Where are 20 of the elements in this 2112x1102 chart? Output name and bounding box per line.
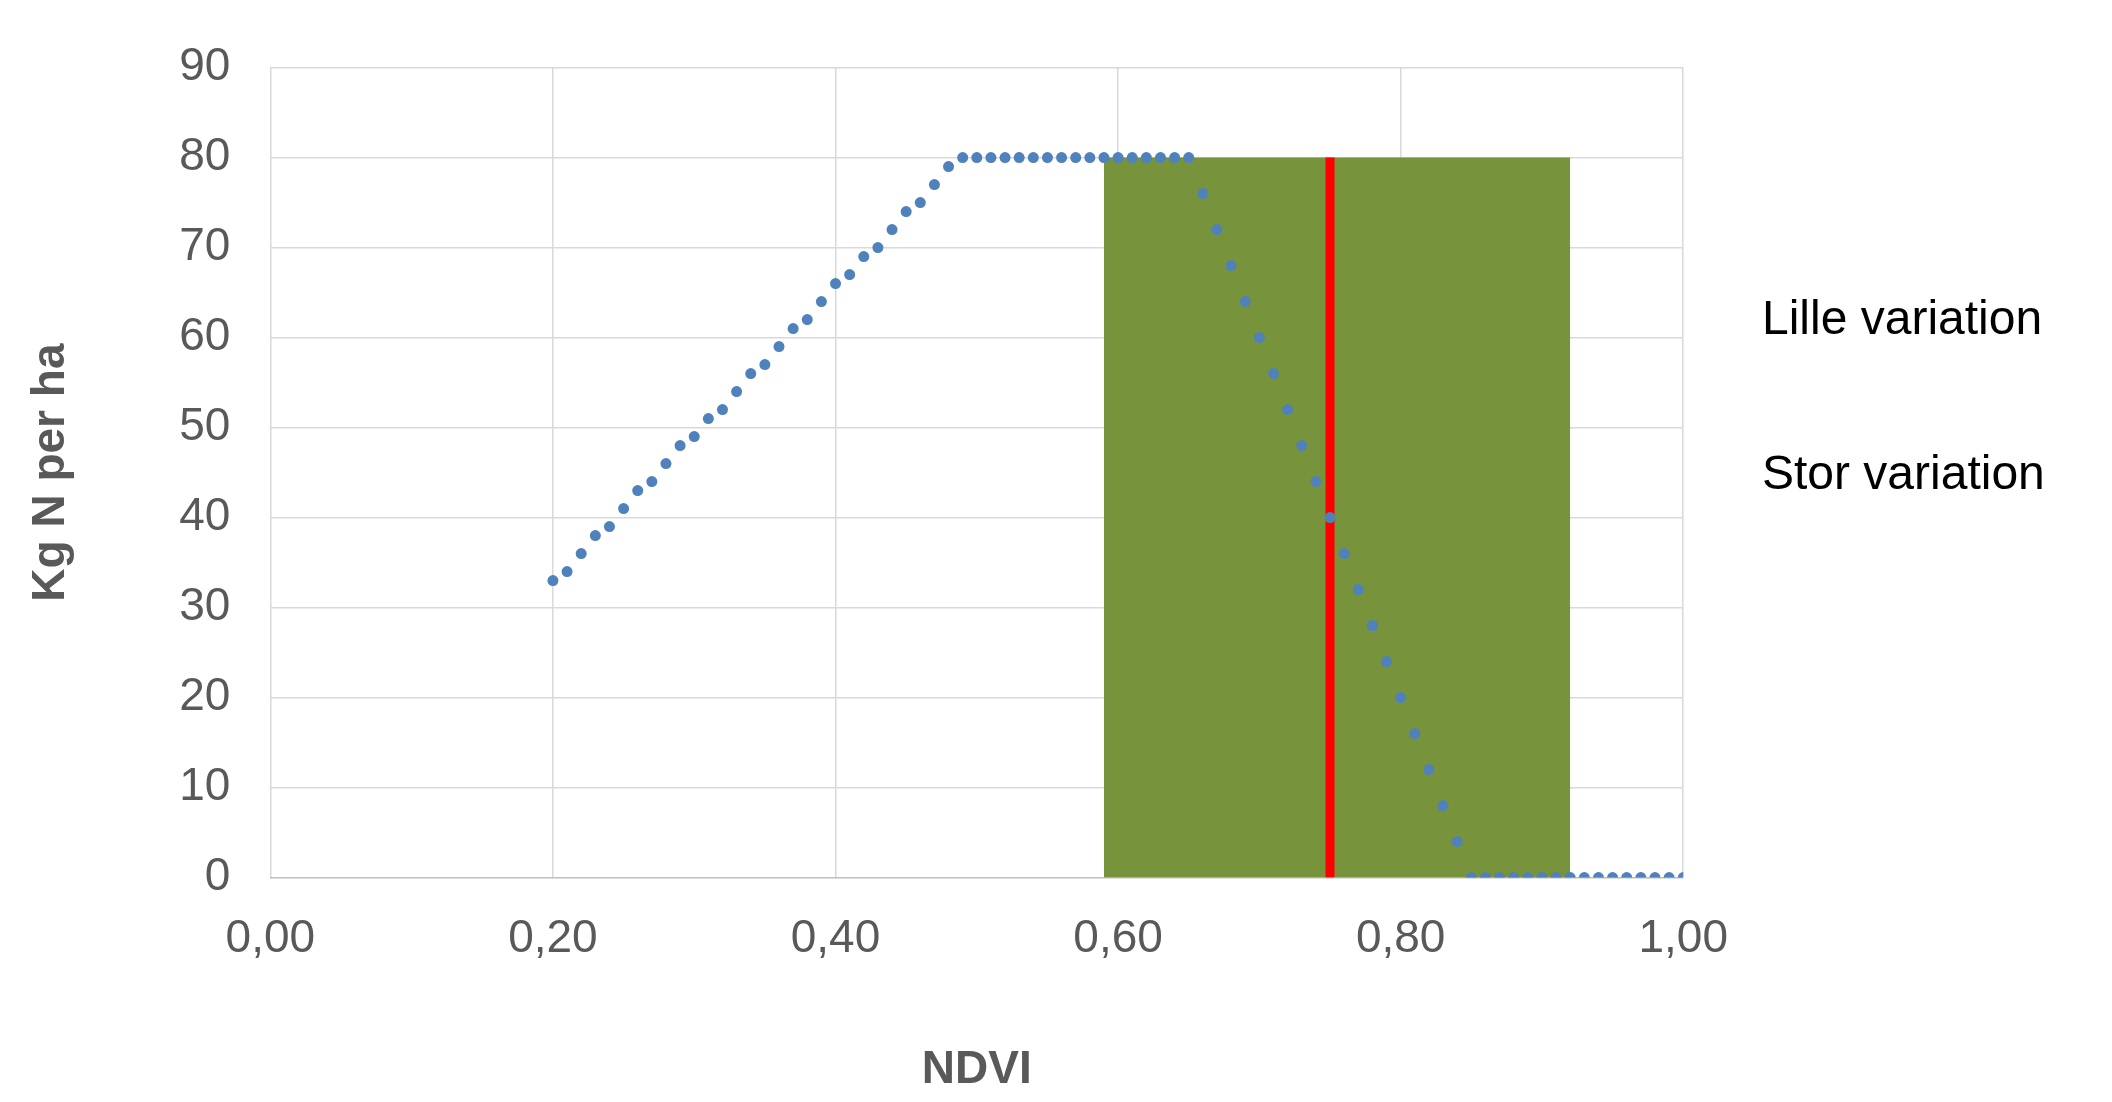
x-tick-label: 0,80 <box>1355 909 1446 962</box>
text: Stor variation <box>1762 445 2045 500</box>
y-tick-label: 80 <box>179 128 231 181</box>
x-tick-label: 0,00 <box>225 909 316 962</box>
y-tick-label: 30 <box>179 578 231 631</box>
x-axis-title: NDVI <box>921 1041 1032 1094</box>
y-tick-label: 20 <box>179 668 231 721</box>
y-tick-label: 70 <box>179 218 231 271</box>
y-tick-label: 10 <box>179 758 231 811</box>
x-tick-label: 0,40 <box>790 909 881 962</box>
y-axis-title: Kg N per ha <box>22 343 75 602</box>
x-tick-label: 1,00 <box>1638 909 1728 962</box>
y-tick-label: 40 <box>179 488 231 541</box>
y-tick-label: 90 <box>179 38 231 91</box>
x-tick-label: 0,60 <box>1073 909 1163 962</box>
text: Lille variation <box>1762 290 2043 345</box>
y-tick-label: 50 <box>179 398 231 451</box>
y-tick-label: 60 <box>179 308 231 361</box>
y-tick-label: 0 <box>204 848 231 901</box>
x-tick-label: 0,20 <box>508 909 598 962</box>
